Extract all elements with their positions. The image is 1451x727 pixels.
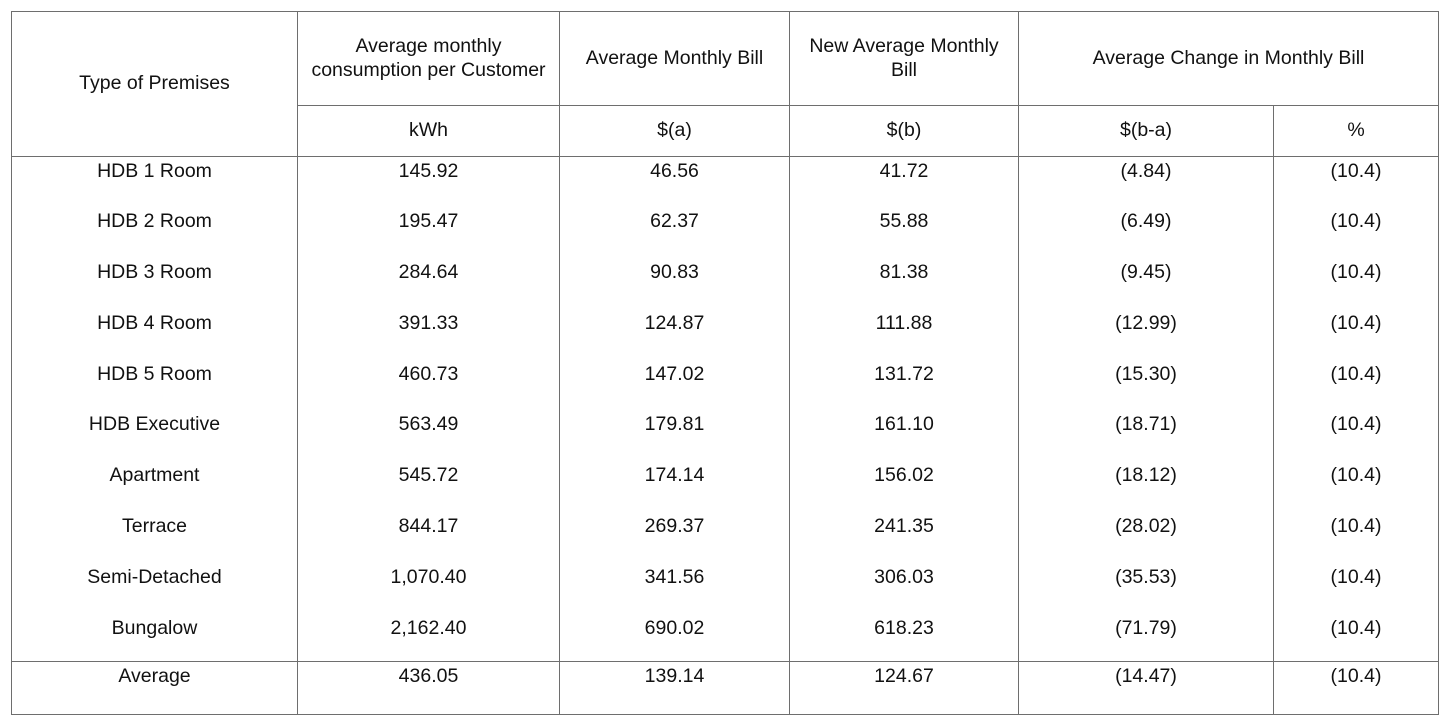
average-row: Average 436.05 139.14 124.67 (14.47) (10… bbox=[11, 661, 1439, 715]
table-footer: Average 436.05 139.14 124.67 (14.47) (10… bbox=[11, 661, 1439, 715]
cell-change: (71.79) bbox=[1018, 613, 1274, 662]
average-bill: 139.14 bbox=[559, 661, 790, 715]
cell-new-bill: 81.38 bbox=[789, 258, 1019, 309]
cell-consumption: 284.64 bbox=[297, 258, 560, 309]
cell-new-bill: 111.88 bbox=[789, 308, 1019, 360]
cell-pct: (10.4) bbox=[1273, 562, 1439, 614]
table-header: Type of Premises Average monthly consump… bbox=[11, 11, 1439, 157]
cell-bill: 690.02 bbox=[559, 613, 790, 662]
cell-consumption: 2,162.40 bbox=[297, 613, 560, 662]
table-row: HDB 2 Room 195.47 62.37 55.88 (6.49) (10… bbox=[11, 207, 1439, 259]
header-new-avg-monthly-bill: New Average Monthly Bill bbox=[789, 11, 1019, 106]
table-row: HDB Executive 563.49 179.81 161.10 (18.7… bbox=[11, 410, 1439, 462]
cell-pct: (10.4) bbox=[1273, 258, 1439, 309]
header-row: Type of Premises Average monthly consump… bbox=[11, 11, 1439, 157]
cell-new-bill: 161.10 bbox=[789, 410, 1019, 462]
cell-bill: 62.37 bbox=[559, 207, 790, 259]
cell-consumption: 545.72 bbox=[297, 461, 560, 513]
cell-change: (18.71) bbox=[1018, 410, 1274, 462]
units-row: kWh $(a) $(b) $(b-a) % bbox=[12, 105, 1439, 157]
cell-premises: HDB 4 Room bbox=[11, 308, 298, 360]
cell-new-bill: 131.72 bbox=[789, 359, 1019, 411]
table-row: Semi-Detached 1,070.40 341.56 306.03 (35… bbox=[11, 562, 1439, 614]
unit-change-amount: $(b-a) bbox=[1018, 105, 1274, 157]
cell-new-bill: 41.72 bbox=[789, 156, 1019, 208]
average-label: Average bbox=[11, 661, 298, 715]
cell-premises: HDB 2 Room bbox=[11, 207, 298, 259]
cell-change: (28.02) bbox=[1018, 512, 1274, 563]
cell-new-bill: 55.88 bbox=[789, 207, 1019, 259]
cell-pct: (10.4) bbox=[1273, 512, 1439, 563]
average-pct: (10.4) bbox=[1273, 661, 1439, 715]
unit-bill: $(a) bbox=[559, 105, 790, 157]
cell-change: (12.99) bbox=[1018, 308, 1274, 360]
cell-pct: (10.4) bbox=[1273, 359, 1439, 411]
cell-premises: HDB 5 Room bbox=[11, 359, 298, 411]
cell-pct: (10.4) bbox=[1273, 410, 1439, 462]
cell-consumption: 195.47 bbox=[297, 207, 560, 259]
table-row: HDB 5 Room 460.73 147.02 131.72 (15.30) … bbox=[11, 359, 1439, 411]
table-row: HDB 1 Room 145.92 46.56 41.72 (4.84) (10… bbox=[11, 156, 1439, 208]
cell-consumption: 145.92 bbox=[297, 156, 560, 208]
cell-bill: 147.02 bbox=[559, 359, 790, 411]
cell-bill: 269.37 bbox=[559, 512, 790, 563]
cell-new-bill: 618.23 bbox=[789, 613, 1019, 662]
cell-new-bill: 241.35 bbox=[789, 512, 1019, 563]
cell-consumption: 391.33 bbox=[297, 308, 560, 360]
unit-new-bill: $(b) bbox=[789, 105, 1019, 157]
cell-bill: 46.56 bbox=[559, 156, 790, 208]
table-row: Apartment 545.72 174.14 156.02 (18.12) (… bbox=[11, 461, 1439, 513]
cell-pct: (10.4) bbox=[1273, 613, 1439, 662]
header-type-of-premises: Type of Premises bbox=[11, 11, 298, 157]
table-row: HDB 4 Room 391.33 124.87 111.88 (12.99) … bbox=[11, 308, 1439, 360]
cell-change: (4.84) bbox=[1018, 156, 1274, 208]
cell-premises: HDB 3 Room bbox=[11, 258, 298, 309]
table-body: HDB 1 Room 145.92 46.56 41.72 (4.84) (10… bbox=[11, 156, 1439, 662]
tariff-table: Type of Premises Average monthly consump… bbox=[11, 11, 1439, 716]
cell-change: (18.12) bbox=[1018, 461, 1274, 513]
table-row: Terrace 844.17 269.37 241.35 (28.02) (10… bbox=[11, 512, 1439, 563]
cell-premises: Semi-Detached bbox=[11, 562, 298, 614]
average-change: (14.47) bbox=[1018, 661, 1274, 715]
cell-premises: Terrace bbox=[11, 512, 298, 563]
cell-consumption: 1,070.40 bbox=[297, 562, 560, 614]
cell-premises: HDB 1 Room bbox=[11, 156, 298, 208]
cell-pct: (10.4) bbox=[1273, 461, 1439, 513]
cell-bill: 124.87 bbox=[559, 308, 790, 360]
cell-change: (6.49) bbox=[1018, 207, 1274, 259]
cell-new-bill: 156.02 bbox=[789, 461, 1019, 513]
cell-bill: 341.56 bbox=[559, 562, 790, 614]
table-row: Bungalow 2,162.40 690.02 618.23 (71.79) … bbox=[11, 613, 1439, 662]
cell-premises: Bungalow bbox=[11, 613, 298, 662]
cell-change: (9.45) bbox=[1018, 258, 1274, 309]
header-avg-monthly-bill: Average Monthly Bill bbox=[559, 11, 790, 106]
cell-new-bill: 306.03 bbox=[789, 562, 1019, 614]
cell-change: (35.53) bbox=[1018, 562, 1274, 614]
cell-pct: (10.4) bbox=[1273, 207, 1439, 259]
cell-premises: Apartment bbox=[11, 461, 298, 513]
cell-consumption: 460.73 bbox=[297, 359, 560, 411]
cell-pct: (10.4) bbox=[1273, 308, 1439, 360]
table-row: HDB 3 Room 284.64 90.83 81.38 (9.45) (10… bbox=[11, 258, 1439, 309]
average-consumption: 436.05 bbox=[297, 661, 560, 715]
cell-bill: 179.81 bbox=[559, 410, 790, 462]
average-new-bill: 124.67 bbox=[789, 661, 1019, 715]
cell-bill: 90.83 bbox=[559, 258, 790, 309]
unit-change-pct: % bbox=[1273, 105, 1439, 157]
header-avg-change: Average Change in Monthly Bill bbox=[1018, 11, 1439, 106]
cell-pct: (10.4) bbox=[1273, 156, 1439, 208]
cell-premises: HDB Executive bbox=[11, 410, 298, 462]
cell-consumption: 563.49 bbox=[297, 410, 560, 462]
cell-consumption: 844.17 bbox=[297, 512, 560, 563]
header-avg-consumption: Average monthly consumption per Customer bbox=[297, 11, 560, 106]
cell-bill: 174.14 bbox=[559, 461, 790, 513]
unit-consumption: kWh bbox=[297, 105, 560, 157]
cell-change: (15.30) bbox=[1018, 359, 1274, 411]
